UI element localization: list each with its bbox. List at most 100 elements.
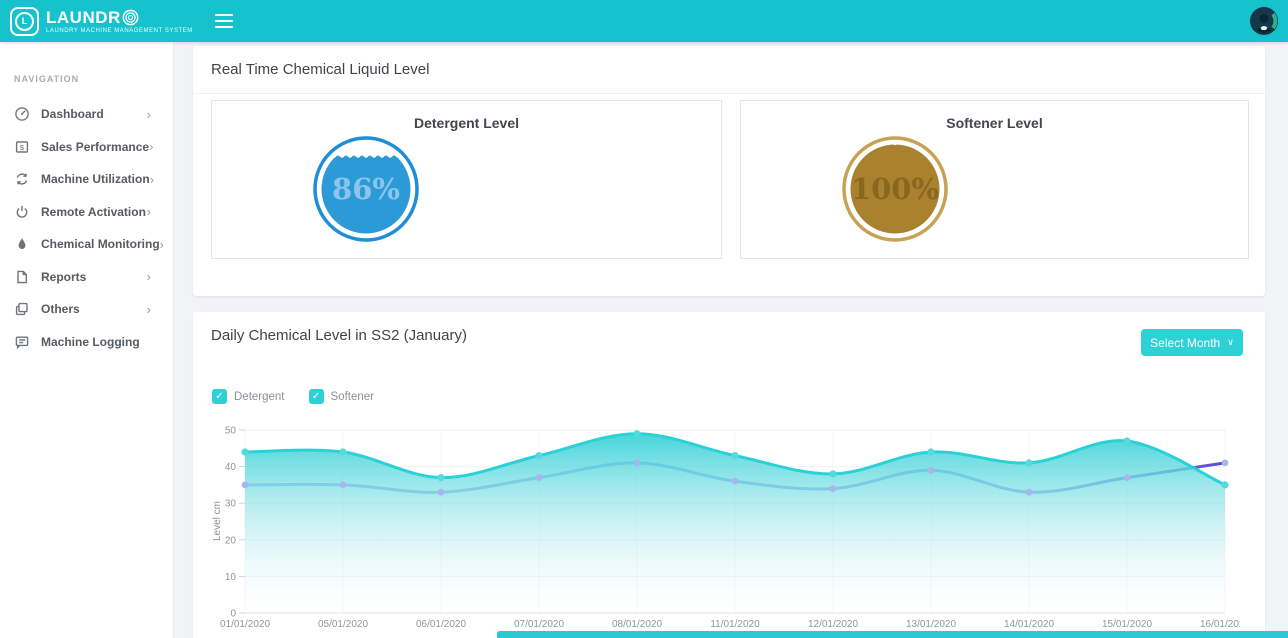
sidebar-item-label: Sales Performance (41, 139, 150, 154)
gauge-title: Softener Level (946, 115, 1043, 131)
data-point-softener[interactable] (339, 481, 347, 489)
data-point-softener[interactable] (535, 474, 543, 481)
data-point-detergent[interactable] (829, 470, 837, 478)
x-axis-tick-label: 06/01/2020 (416, 619, 466, 630)
report-icon (14, 269, 30, 285)
data-point-softener[interactable] (1025, 488, 1033, 496)
brand-word: LAUNDR (46, 7, 121, 27)
sidebar-item-sales-performance[interactable]: $ Sales Performance › (0, 131, 173, 164)
sidebar-item-label: Machine Logging (41, 334, 140, 349)
liquid-gauge-detergent-level: 86% (313, 136, 419, 242)
y-axis-tick-label: 10 (225, 572, 237, 583)
x-axis-tick-label: 08/01/2020 (612, 619, 662, 630)
card-title-divider (193, 93, 1265, 94)
user-avatar[interactable] (1250, 7, 1278, 35)
brand-bullseye-o-icon (122, 9, 139, 25)
gauge-panel-detergent-level: Detergent Level 86% (211, 100, 722, 259)
data-point-detergent[interactable] (437, 474, 445, 482)
gauge-panel-softener-level: Softener Level 100% (740, 100, 1249, 259)
sidebar-item-label: Others (41, 302, 80, 317)
x-axis-tick-label: 15/01/2020 (1102, 619, 1152, 630)
x-axis-tick-label: 12/01/2020 (808, 619, 858, 630)
data-point-detergent[interactable] (339, 448, 347, 456)
sidebar-item-label: Reports (41, 269, 87, 284)
sync-icon (14, 171, 30, 187)
bottom-overlay-bar (497, 631, 1288, 638)
chevron-right-icon: › (146, 301, 151, 317)
data-point-detergent[interactable] (1123, 437, 1131, 445)
legend-checkbox-softener[interactable]: ✓ Softener (308, 389, 374, 404)
legend-label: Softener (330, 390, 374, 403)
y-axis-tick-label: 40 (225, 462, 237, 473)
gauge-title: Detergent Level (413, 115, 520, 131)
sidebar-item-machine-utilization[interactable]: Machine Utilization › (0, 163, 173, 196)
x-axis-tick-label: 16/01/2020 (1200, 619, 1240, 630)
data-point-detergent[interactable] (633, 430, 641, 438)
chart-svg[interactable]: 0 10 20 30 40 50 Level cm 01/01/2020 05/01/2020 0… (200, 423, 1250, 636)
chevron-right-icon: › (159, 236, 165, 252)
sidebar-item-label: Chemical Monitoring (41, 237, 160, 252)
sidebar-item-label: Dashboard (41, 107, 104, 122)
data-point-softener[interactable] (829, 485, 837, 492)
data-point-detergent[interactable] (731, 452, 739, 460)
detergent-area (245, 433, 1225, 613)
chevron-right-icon: › (146, 204, 151, 220)
sidebar-item-dashboard[interactable]: Dashboard › (0, 98, 173, 131)
chevron-down-icon: ∨ (1227, 337, 1234, 347)
layers-icon (14, 301, 30, 317)
message-icon (14, 334, 30, 350)
x-axis-tick-label: 07/01/2020 (514, 619, 564, 630)
y-axis-tick-label: 30 (225, 499, 237, 510)
data-point-detergent[interactable] (241, 448, 249, 456)
data-point-detergent[interactable] (927, 448, 935, 456)
sidebar-item-machine-logging[interactable]: Machine Logging (0, 326, 173, 359)
data-point-softener[interactable] (241, 481, 249, 489)
data-point-detergent[interactable] (1221, 481, 1229, 489)
x-axis-tick-label: 11/01/2020 (710, 619, 760, 630)
sales-icon: $ (14, 139, 30, 155)
daily-chemical-card: Daily Chemical Level in SS2 (January) Se… (193, 312, 1265, 638)
checkbox-checked-icon[interactable]: ✓ (308, 389, 324, 404)
liquid-gauge-softener-level: 100% (842, 136, 948, 242)
user-avatar-icon (1250, 7, 1278, 35)
chart-legend: ✓ Detergent ✓ Softener (212, 389, 374, 404)
data-point-softener[interactable] (437, 488, 445, 496)
sidebar-item-label: Remote Activation (41, 204, 146, 219)
sidebar-section-label: NAVIGATION (14, 74, 80, 84)
data-point-detergent[interactable] (535, 452, 543, 460)
x-axis-tick-label: 14/01/2020 (1004, 619, 1054, 630)
brand-text: LAUNDR LAUNDRY MACHINE MANAGEMENT SYSTEM (46, 9, 193, 34)
chart-container: 0 10 20 30 40 50 Level cm 01/01/2020 05/01/2020 0… (200, 423, 1250, 638)
dashboard-icon (14, 106, 30, 122)
select-month-label: Select Month (1150, 335, 1221, 350)
x-axis-tick-label: 05/01/2020 (318, 619, 368, 630)
chevron-right-icon: › (149, 171, 155, 187)
legend-checkbox-detergent[interactable]: ✓ Detergent (212, 389, 285, 404)
y-axis-title: Level cm (212, 501, 223, 541)
gauge-value-label: 100% (851, 172, 939, 206)
sidebar-item-chemical-monitoring[interactable]: Chemical Monitoring › (0, 228, 173, 261)
realtime-card-title: Real Time Chemical Liquid Level (211, 61, 430, 78)
data-point-softener[interactable] (1123, 474, 1131, 481)
sidebar-item-others[interactable]: Others › (0, 293, 173, 326)
checkbox-checked-icon[interactable]: ✓ (212, 389, 227, 404)
sidebar-item-reports[interactable]: Reports › (0, 261, 173, 294)
y-axis-tick-label: 0 (230, 609, 236, 620)
x-axis-tick-label: 13/01/2020 (906, 619, 956, 630)
svg-text:$: $ (20, 143, 25, 152)
data-point-softener[interactable] (927, 466, 935, 474)
data-point-detergent[interactable] (1025, 459, 1033, 467)
data-point-softener[interactable] (633, 459, 641, 467)
select-month-button[interactable]: Select Month ∨ (1141, 329, 1243, 356)
power-icon (14, 204, 30, 220)
menu-toggle-hamburger-icon[interactable] (214, 14, 233, 28)
droplet-icon (14, 236, 30, 252)
y-axis-tick-label: 20 (225, 535, 237, 546)
gauge-value-label: 86% (332, 172, 400, 206)
data-point-softener[interactable] (1221, 459, 1229, 467)
y-axis-tick-label: 50 (225, 426, 237, 437)
brand-logo[interactable]: L LAUNDR LAUNDRY MACHINE MANAGEMENT SYST… (10, 6, 193, 36)
sidebar-item-remote-activation[interactable]: Remote Activation › (0, 196, 173, 229)
data-point-softener[interactable] (731, 477, 739, 485)
